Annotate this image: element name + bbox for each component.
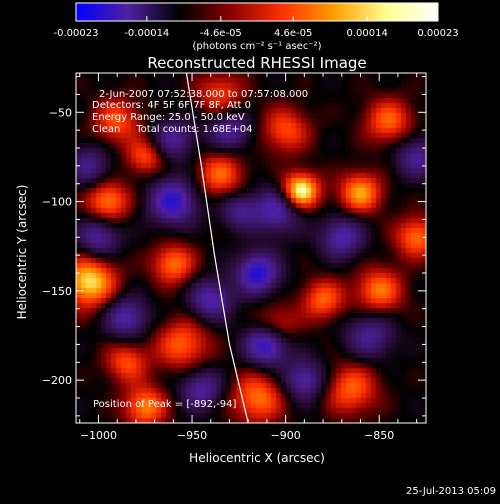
x-tick-label: −850	[364, 429, 394, 442]
colorbar-tick-label: 0.00014	[346, 28, 387, 39]
x-tick-label: −950	[177, 429, 207, 442]
footer-timestamp: 25-Jul-2013 05:09	[406, 486, 496, 497]
colorbar-tick-label: -0.00014	[124, 28, 169, 39]
solar-limb-line	[185, 72, 249, 424]
detectors-text: Detectors: 4F 5F 6F 7F 8F, Att 0	[92, 100, 251, 111]
y-axis-label: Heliocentric Y (arcsec)	[15, 185, 29, 320]
y-tick-label: −50	[49, 106, 72, 119]
energy-range-text: Energy Range: 25.0 - 50.0 keV	[92, 112, 245, 123]
x-tick-label: −1000	[80, 429, 117, 442]
colorbar-tick-label: -4.6e-05	[200, 28, 242, 39]
colorbar: -0.00023 -0.00014 -4.6e-05 4.6e-05 0.00014 0.…	[54, 2, 459, 52]
colorbar-tick-label: 0.00023	[417, 28, 458, 39]
colorbar-gradient	[75, 2, 439, 22]
y-tick-label: −100	[42, 196, 72, 209]
heatmap-image	[76, 73, 426, 423]
peak-position-text: Position of Peak = [-892,-94]	[93, 399, 237, 410]
y-tick-label: −150	[42, 285, 72, 298]
clean-counts-text: Clean Total counts: 1.68E+04	[92, 124, 252, 135]
colorbar-tick-label: -0.00023	[54, 28, 99, 39]
y-tick-label: −200	[42, 374, 72, 387]
plot-frame	[75, 72, 427, 424]
colorbar-unit-label: (photons cm⁻² s⁻¹ asec⁻²)	[192, 41, 321, 52]
chart-title: Reconstructed RHESSI Image	[147, 54, 366, 72]
plot-area: −1000 −950 −900 −850 −200 −150 −100 −50	[42, 72, 427, 442]
time-range-text: 2-Jun-2007 07:52:38.000 to 07:57:08.000	[99, 89, 308, 100]
colorbar-tick-label: 4.6e-05	[274, 28, 312, 39]
info-overlay: 2-Jun-2007 07:52:38.000 to 07:57:08.000 …	[92, 89, 308, 410]
x-axis-label: Heliocentric X (arcsec)	[189, 451, 325, 465]
x-tick-label: −900	[271, 429, 301, 442]
